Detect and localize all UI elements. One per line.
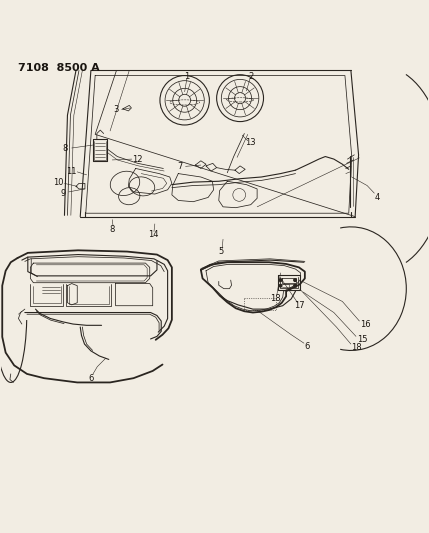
Text: 6: 6 bbox=[88, 374, 94, 383]
Text: 7: 7 bbox=[178, 162, 183, 171]
Text: 14: 14 bbox=[148, 230, 158, 239]
Text: 7108  8500 A: 7108 8500 A bbox=[18, 63, 100, 73]
Text: 9: 9 bbox=[60, 189, 66, 198]
Text: 12: 12 bbox=[132, 155, 142, 164]
Text: 1: 1 bbox=[184, 72, 190, 81]
Text: 2: 2 bbox=[248, 72, 254, 81]
Text: 11: 11 bbox=[66, 166, 76, 175]
Text: 5: 5 bbox=[219, 247, 224, 256]
Text: 18: 18 bbox=[351, 343, 362, 352]
Circle shape bbox=[294, 285, 296, 287]
Text: 16: 16 bbox=[360, 320, 371, 329]
Text: 18: 18 bbox=[270, 294, 280, 303]
Text: 17: 17 bbox=[294, 301, 305, 310]
Circle shape bbox=[294, 279, 296, 281]
Text: 3: 3 bbox=[113, 105, 118, 114]
Text: 4: 4 bbox=[375, 193, 380, 202]
Text: 13: 13 bbox=[245, 139, 256, 148]
Text: 10: 10 bbox=[53, 177, 64, 187]
Text: 8: 8 bbox=[63, 143, 68, 152]
Text: 6: 6 bbox=[305, 342, 310, 351]
Text: 8: 8 bbox=[109, 225, 115, 235]
Text: 15: 15 bbox=[357, 335, 367, 344]
Circle shape bbox=[279, 279, 282, 281]
Circle shape bbox=[279, 285, 282, 287]
